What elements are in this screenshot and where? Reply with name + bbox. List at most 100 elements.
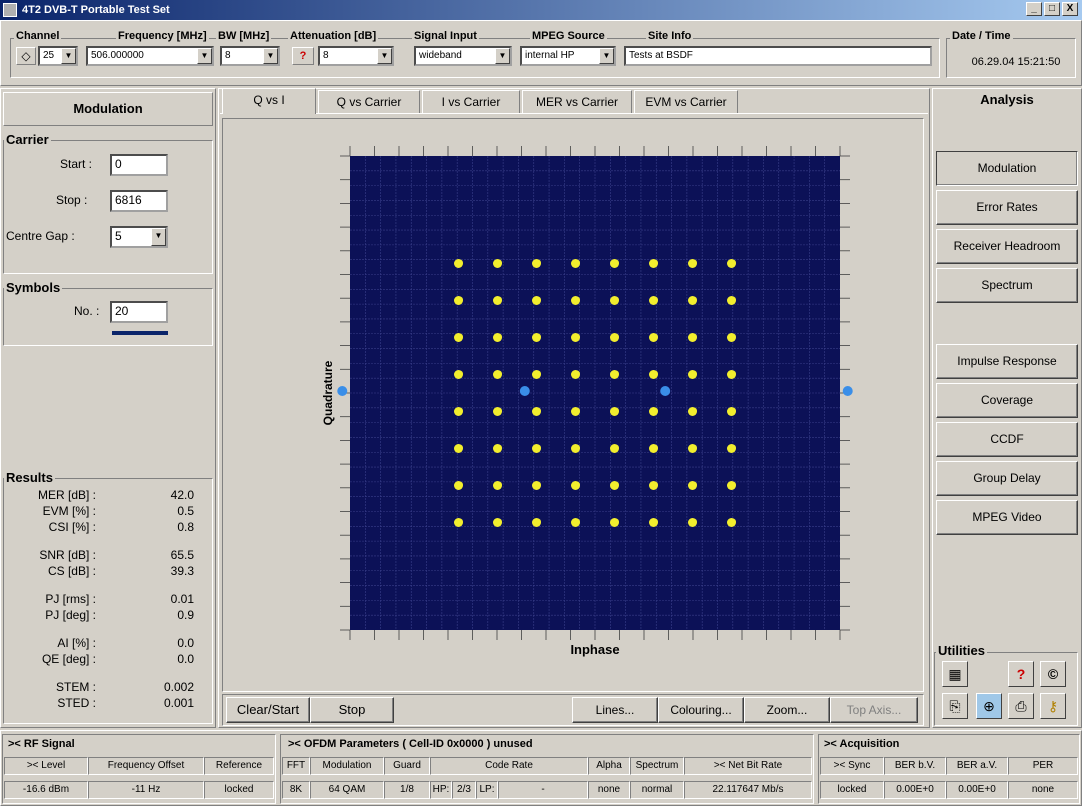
constellation-point: [457, 370, 463, 377]
analysis-button-spectrum[interactable]: Spectrum: [936, 268, 1078, 303]
constellation-point: [691, 518, 697, 525]
constellation-point: [691, 444, 697, 451]
result-value: 42.0: [170, 488, 194, 502]
symbols-no-input[interactable]: 20: [110, 301, 168, 323]
channel-icon[interactable]: ◇: [16, 47, 36, 65]
constellation-point: [457, 444, 463, 451]
result-label: AI [%] :: [57, 636, 96, 650]
ofdm-column-header[interactable]: >< Net Bit Rate: [684, 757, 812, 775]
rf-column-header[interactable]: Reference: [204, 757, 274, 775]
analysis-button-modulation[interactable]: Modulation: [936, 151, 1078, 186]
result-label: PJ [rms] :: [45, 592, 96, 606]
frequency-select[interactable]: 506.000000 ▼: [86, 46, 214, 66]
stop-input[interactable]: 6816: [110, 190, 168, 212]
copy-icon[interactable]: ⎘: [942, 693, 968, 719]
ofdm-column-header[interactable]: Code Rate: [430, 757, 588, 775]
acquisition-header[interactable]: >< Acquisition: [824, 738, 900, 750]
plot-button-bar: [222, 694, 924, 726]
site-info-label: Site Info: [646, 30, 694, 42]
analysis-button-ccdf[interactable]: CCDF: [936, 422, 1078, 457]
constellation-point: [613, 333, 619, 340]
zoom-data-icon[interactable]: ⊕: [976, 693, 1002, 719]
analysis-button-receiver-headroom[interactable]: Receiver Headroom: [936, 229, 1078, 264]
tab-q-vs-carrier[interactable]: Q vs Carrier: [318, 90, 420, 114]
zoom-button[interactable]: Zoom...: [744, 697, 830, 723]
start-input[interactable]: 0: [110, 154, 168, 176]
attenuation-select[interactable]: 8 ▼: [318, 46, 394, 66]
ofdm-column-header[interactable]: FFT: [282, 757, 310, 775]
ofdm-value: 22.117647 Mb/s: [684, 781, 812, 799]
modulation-header: Modulation: [3, 92, 213, 126]
frequency-label: Frequency [MHz]: [116, 30, 209, 42]
symbols-group: [3, 288, 213, 346]
ofdm-header[interactable]: >< OFDM Parameters ( Cell-ID 0x0000 ) un…: [288, 738, 533, 750]
mpeg-source-select[interactable]: internal HP ▼: [520, 46, 616, 66]
frequency-value: 506.000000: [91, 50, 144, 61]
tab-evm-vs-carrier[interactable]: EVM vs Carrier: [634, 90, 738, 114]
rf-column-header[interactable]: Frequency Offset: [88, 757, 204, 775]
channel-select[interactable]: 25 ▼: [38, 46, 78, 66]
constellation-point: [652, 518, 658, 525]
acquisition-column-header[interactable]: PER: [1008, 757, 1078, 775]
constellation-point: [535, 259, 541, 266]
ofdm-group: [280, 734, 814, 804]
acquisition-column-header[interactable]: BER a.V.: [946, 757, 1008, 775]
key-icon[interactable]: ⚷: [1040, 693, 1066, 719]
print-icon[interactable]: ⎙: [1008, 693, 1034, 719]
analysis-button-impulse-response[interactable]: Impulse Response: [936, 344, 1078, 379]
analysis-button-group-delay[interactable]: Group Delay: [936, 461, 1078, 496]
stop-button[interactable]: Stop: [310, 697, 394, 723]
ofdm-column-header[interactable]: Modulation: [310, 757, 384, 775]
constellation-point: [535, 518, 541, 525]
rf-column-header[interactable]: >< Level: [4, 757, 88, 775]
result-label: STED :: [57, 696, 96, 710]
analysis-button-coverage[interactable]: Coverage: [936, 383, 1078, 418]
y-axis-label: Quadrature: [321, 360, 335, 425]
constellation-point: [730, 296, 736, 303]
constellation-point: [535, 407, 541, 414]
ofdm-value: LP:: [476, 781, 498, 799]
ofdm-column-header[interactable]: Guard: [384, 757, 430, 775]
minimize-button[interactable]: _: [1026, 2, 1042, 16]
tab-i-vs-carrier[interactable]: I vs Carrier: [422, 90, 520, 114]
rf-signal-header[interactable]: >< RF Signal: [8, 738, 75, 750]
pilot-point: [842, 386, 853, 396]
chevron-down-icon[interactable]: ▼: [197, 48, 212, 64]
help-icon[interactable]: ?: [1008, 661, 1034, 687]
ofdm-column-header[interactable]: Alpha: [588, 757, 630, 775]
chevron-down-icon[interactable]: ▼: [377, 48, 392, 64]
chevron-down-icon[interactable]: ▼: [263, 48, 278, 64]
signal-input-select[interactable]: wideband ▼: [414, 46, 512, 66]
clear-start-button[interactable]: Clear/Start: [226, 697, 310, 723]
constellation-point: [574, 370, 580, 377]
ofdm-value: 1/8: [384, 781, 430, 799]
analysis-button-error-rates[interactable]: Error Rates: [936, 190, 1078, 225]
acquisition-column-header[interactable]: BER b.V.: [884, 757, 946, 775]
chevron-down-icon[interactable]: ▼: [151, 228, 166, 246]
colouring-button[interactable]: Colouring...: [658, 697, 744, 723]
analysis-button-mpeg-video[interactable]: MPEG Video: [936, 500, 1078, 535]
constellation-point: [613, 444, 619, 451]
attenuation-help-icon[interactable]: ?: [292, 47, 314, 65]
film-icon[interactable]: ▦: [942, 661, 968, 687]
acquisition-column-header[interactable]: >< Sync: [820, 757, 884, 775]
constellation-point: [457, 407, 463, 414]
ofdm-column-header[interactable]: Spectrum: [630, 757, 684, 775]
date-time-value: 06.29.04 15:21:50: [971, 56, 1061, 68]
site-info-field[interactable]: Tests at BSDF: [624, 46, 932, 66]
chevron-down-icon[interactable]: ▼: [61, 48, 76, 64]
constellation-point: [730, 259, 736, 266]
constellation-point: [613, 296, 619, 303]
chevron-down-icon[interactable]: ▼: [599, 48, 614, 64]
constellation-point: [730, 481, 736, 488]
maximize-button[interactable]: □: [1044, 2, 1060, 16]
copyright-icon[interactable]: ©: [1040, 661, 1066, 687]
chevron-down-icon[interactable]: ▼: [495, 48, 510, 64]
lines-button[interactable]: Lines...: [572, 697, 658, 723]
top-axis-button[interactable]: Top Axis...: [830, 697, 918, 723]
bw-select[interactable]: 8 ▼: [220, 46, 280, 66]
tab-q-vs-i[interactable]: Q vs I: [222, 88, 316, 114]
close-button[interactable]: X: [1062, 2, 1078, 16]
tab-mer-vs-carrier[interactable]: MER vs Carrier: [522, 90, 632, 114]
centre-gap-select[interactable]: 5 ▼: [110, 226, 168, 248]
